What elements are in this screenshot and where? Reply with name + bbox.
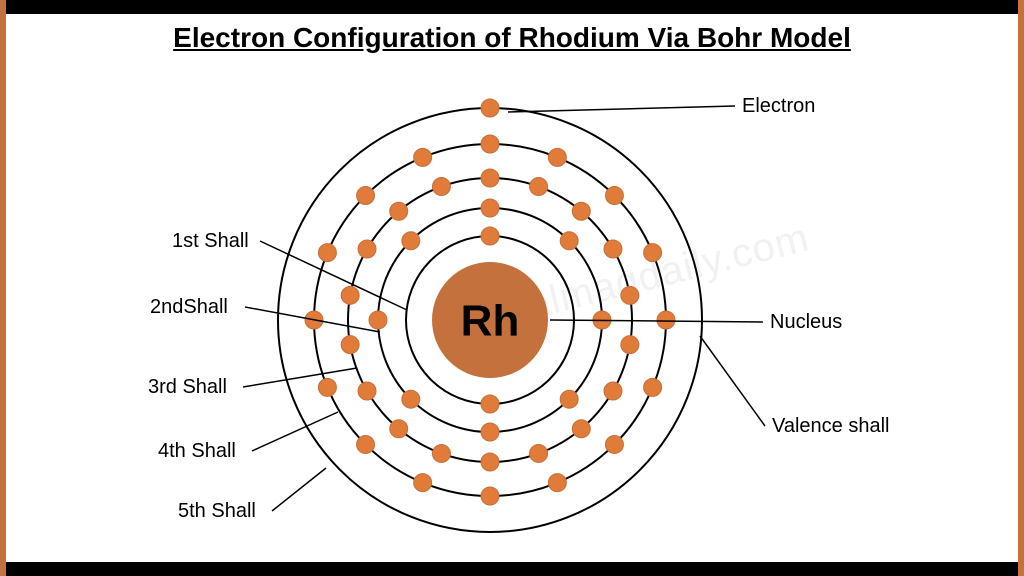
label-nucleus: Nucleus	[770, 311, 842, 333]
electron-dot	[644, 378, 662, 396]
electron-dot	[341, 286, 359, 304]
electron-dot	[318, 244, 336, 262]
electron-dot	[318, 378, 336, 396]
electron-dot	[414, 474, 432, 492]
label-shell4: 4th Shall	[158, 440, 236, 462]
electron-dot	[357, 435, 375, 453]
bohr-diagram-svg: Rh Electron Nucleus Valence shall 1st Shall…	[0, 0, 1024, 576]
electron-dot	[432, 178, 450, 196]
electron-dot	[560, 390, 578, 408]
label-shell2: 2ndShall	[150, 296, 228, 318]
electron-dot	[358, 240, 376, 258]
electron-dot	[481, 487, 499, 505]
electron-dot	[481, 395, 499, 413]
leader-line-shell4	[252, 412, 338, 451]
electron-dot	[548, 148, 566, 166]
electron-dot	[402, 390, 420, 408]
electron-dot	[530, 178, 548, 196]
nucleus-group: Rh	[432, 262, 548, 378]
electron-dot	[481, 227, 499, 245]
electron-dot	[358, 382, 376, 400]
electron-dot	[481, 199, 499, 217]
electron-dot	[432, 444, 450, 462]
label-shell5: 5th Shall	[178, 500, 256, 522]
electron-dot	[572, 420, 590, 438]
electron-dot	[341, 336, 359, 354]
electron-dot	[621, 336, 639, 354]
electron-dot	[621, 286, 639, 304]
leader-line-shell3	[243, 368, 357, 387]
leader-line-electron	[508, 106, 735, 112]
leader-line-nucleus	[550, 320, 763, 322]
electron-dot	[369, 311, 387, 329]
electron-dot	[605, 435, 623, 453]
leader-line-valence	[700, 336, 765, 426]
electron-dot	[605, 187, 623, 205]
electron-dot	[481, 169, 499, 187]
label-valence: Valence shall	[772, 415, 889, 437]
diagram-frame: Electron Configuration of Rhodium Via Bo…	[0, 0, 1024, 576]
label-electron: Electron	[742, 95, 815, 117]
electron-dot	[481, 99, 499, 117]
electron-dot	[530, 444, 548, 462]
electron-dot	[604, 382, 622, 400]
electron-dot	[644, 244, 662, 262]
electron-dot	[604, 240, 622, 258]
electron-dot	[657, 311, 675, 329]
electron-dot	[481, 423, 499, 441]
label-shell3: 3rd Shall	[148, 376, 227, 398]
leader-line-shell5	[272, 468, 326, 511]
electron-dot	[414, 148, 432, 166]
electron-dot	[560, 232, 578, 250]
electron-dot	[390, 202, 408, 220]
electron-dot	[481, 135, 499, 153]
nucleus-symbol: Rh	[461, 296, 520, 345]
label-shell1: 1st Shall	[172, 230, 249, 252]
electron-dot	[390, 420, 408, 438]
electron-dot	[572, 202, 590, 220]
electron-dot	[357, 187, 375, 205]
electron-dot	[402, 232, 420, 250]
electron-dot	[481, 453, 499, 471]
electron-dot	[548, 474, 566, 492]
